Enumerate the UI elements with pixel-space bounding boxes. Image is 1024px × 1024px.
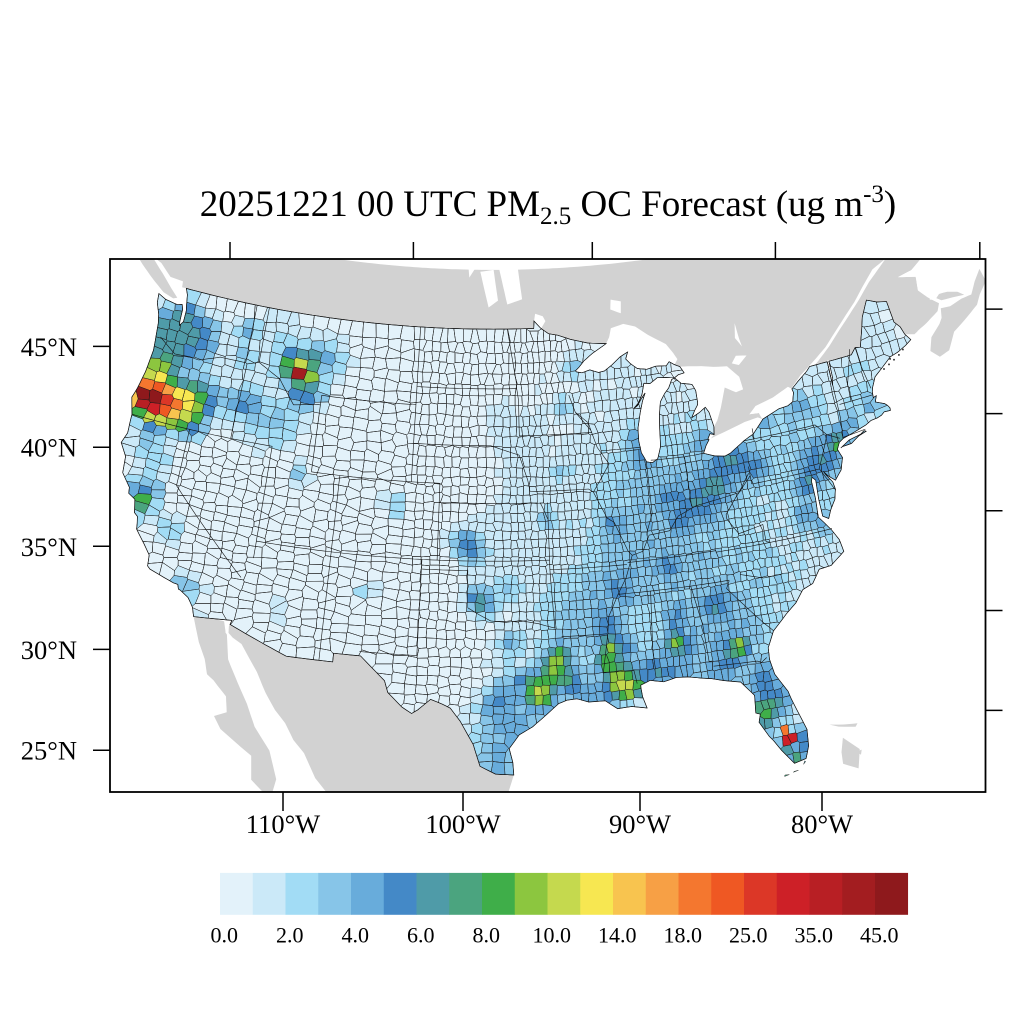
svg-text:6.0: 6.0 bbox=[407, 923, 435, 948]
svg-text:100°W: 100°W bbox=[425, 809, 500, 839]
svg-text:8.0: 8.0 bbox=[473, 923, 501, 948]
svg-text:14.0: 14.0 bbox=[598, 923, 637, 948]
svg-text:18.0: 18.0 bbox=[664, 923, 703, 948]
svg-text:35°N: 35°N bbox=[21, 532, 77, 562]
svg-text:10.0: 10.0 bbox=[533, 923, 572, 948]
svg-text:110°W: 110°W bbox=[246, 809, 320, 839]
svg-text:25.0: 25.0 bbox=[729, 923, 768, 948]
svg-text:35.0: 35.0 bbox=[795, 923, 834, 948]
svg-text:4.0: 4.0 bbox=[342, 923, 370, 948]
svg-text:0.0: 0.0 bbox=[211, 923, 239, 948]
svg-text:90°W: 90°W bbox=[609, 809, 671, 839]
svg-text:2.0: 2.0 bbox=[276, 923, 304, 948]
svg-text:45°N: 45°N bbox=[21, 332, 77, 362]
svg-text:40°N: 40°N bbox=[21, 433, 77, 463]
svg-text:30°N: 30°N bbox=[21, 635, 77, 665]
svg-text:45.0: 45.0 bbox=[860, 923, 899, 948]
svg-text:80°W: 80°W bbox=[791, 809, 853, 839]
svg-text:25°N: 25°N bbox=[21, 736, 77, 766]
